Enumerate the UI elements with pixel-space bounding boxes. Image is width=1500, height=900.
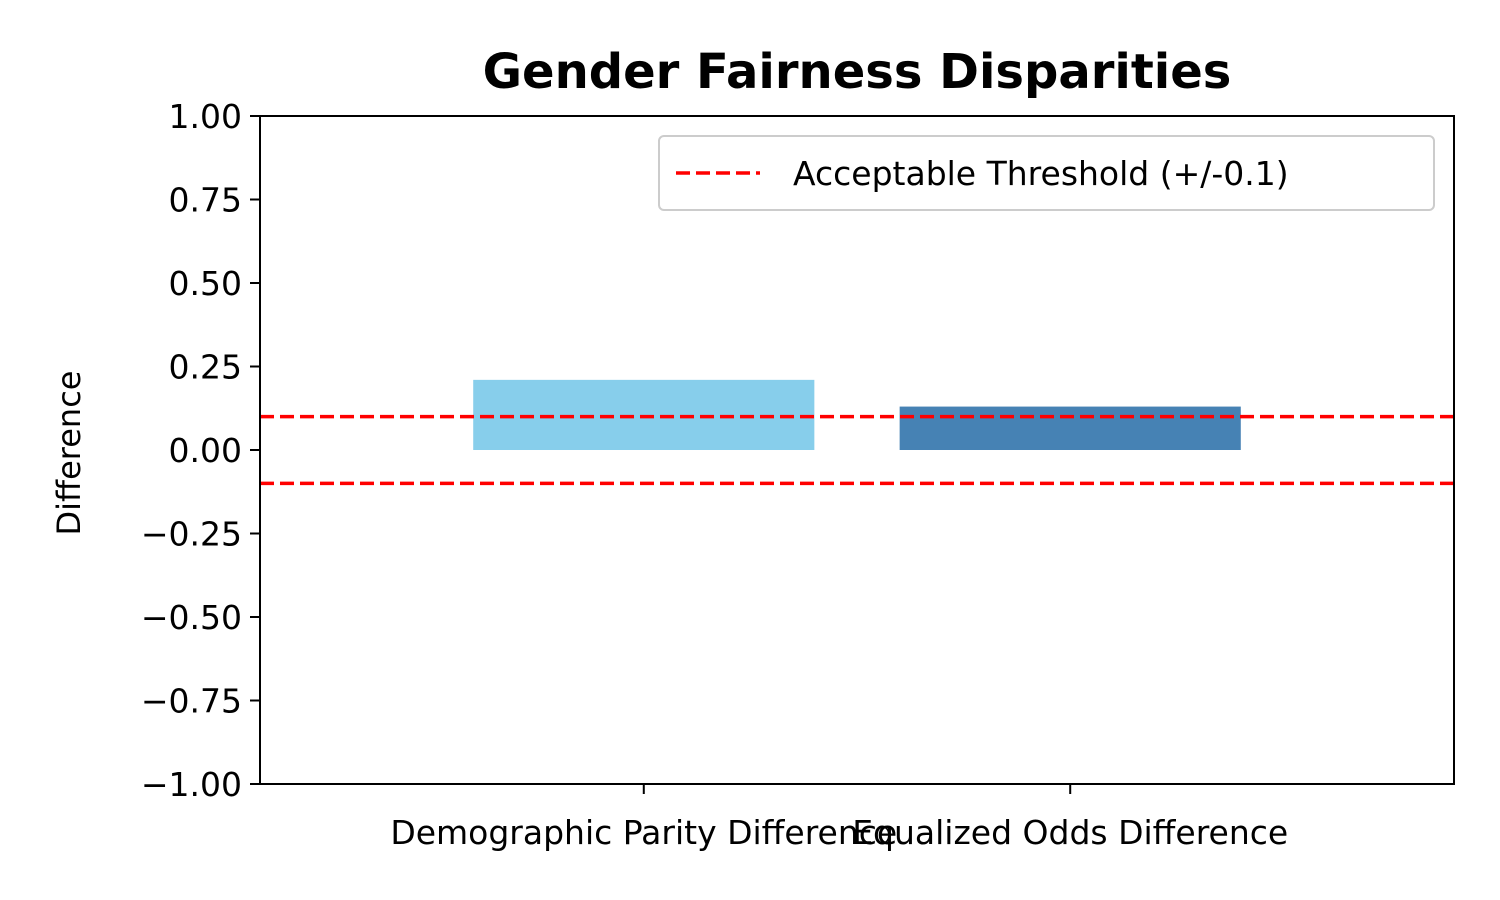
y-tick-label-1: 0.75 (169, 181, 242, 220)
chart-title: Gender Fairness Disparities (483, 44, 1232, 100)
legend: Acceptable Threshold (+/-0.1) (658, 135, 1435, 211)
bars-layer (473, 379, 1241, 450)
y-tick-label-7: −0.75 (141, 682, 242, 721)
thresholds-layer (260, 414, 1454, 486)
y-tick-label-4: 0.00 (169, 431, 242, 470)
x-tick-label-1: Equalized Odds Difference (852, 813, 1288, 852)
y-tick-label-0: 1.00 (169, 97, 242, 136)
y-tick-label-5: −0.25 (141, 515, 242, 554)
y-tick-label-3: 0.25 (169, 348, 242, 387)
y-tick-label-6: −0.50 (141, 598, 242, 637)
y-tick-label-2: 0.50 (169, 264, 242, 303)
y-axis-ticks: 1.00 0.75 0.50 0.25 0.00 −0.25 −0.50 −0.75 −1.00 (141, 97, 260, 804)
x-tick-label-0: Demographic Parity Difference (390, 813, 897, 852)
plot-frame (259, 115, 1455, 785)
legend-box (658, 135, 1435, 211)
bar-1 (899, 406, 1241, 450)
legend-threshold-label: Acceptable Threshold (+/-0.1) (793, 154, 1289, 193)
y-axis-label: Difference (50, 371, 88, 536)
y-tick-label-8: −1.00 (141, 765, 242, 804)
